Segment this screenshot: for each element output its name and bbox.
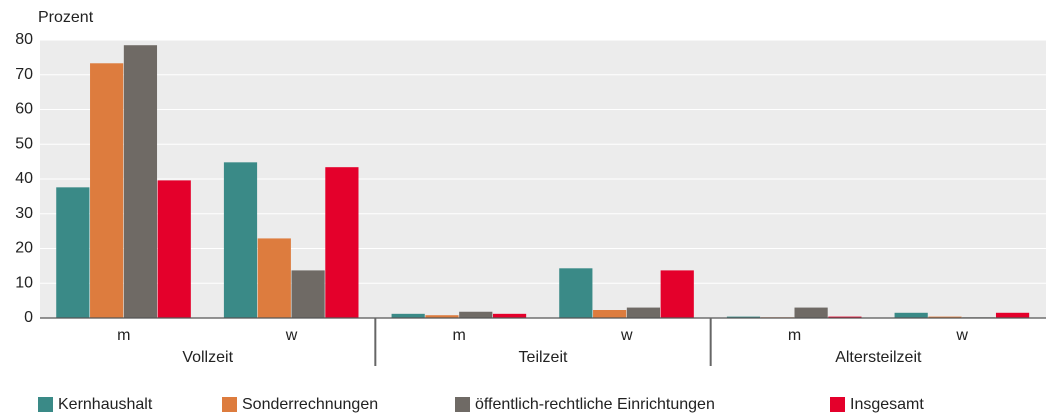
bar — [425, 315, 459, 318]
group-label: Altersteilzeit — [835, 349, 922, 366]
y-tick-label: 60 — [15, 101, 33, 118]
bar — [56, 187, 90, 318]
y-tick-label: 40 — [15, 170, 33, 187]
bar — [593, 310, 627, 318]
bar — [995, 312, 1030, 318]
legend-label: Insgesamt — [850, 396, 924, 413]
legend-swatch — [222, 397, 237, 412]
bar — [492, 313, 527, 318]
y-tick-label: 80 — [15, 31, 33, 48]
bar — [660, 270, 694, 318]
bar — [391, 313, 425, 318]
bar — [123, 45, 158, 319]
x-tick-label: m — [117, 327, 130, 344]
bar — [828, 316, 862, 318]
y-axis-label: Prozent — [38, 9, 94, 26]
y-tick-label: 0 — [24, 309, 33, 326]
group-label: Vollzeit — [182, 349, 233, 366]
y-tick-label: 10 — [15, 274, 33, 291]
legend-label: Sonderrechnungen — [242, 396, 378, 413]
bar — [157, 180, 191, 318]
bar — [459, 311, 493, 318]
y-tick-label: 20 — [15, 240, 33, 257]
legend-swatch — [38, 397, 53, 412]
y-tick-label: 70 — [15, 66, 33, 83]
bar — [928, 316, 962, 318]
group-label: Teilzeit — [519, 349, 568, 366]
x-tick-label: m — [453, 327, 466, 344]
bar — [291, 270, 325, 318]
legend-swatch — [830, 397, 845, 412]
bar — [559, 268, 593, 318]
bar — [626, 307, 661, 318]
x-tick-label: w — [620, 327, 633, 344]
bar — [223, 162, 258, 318]
bar — [894, 312, 928, 318]
legend-label: Kernhaushalt — [58, 396, 153, 413]
x-tick-label: w — [285, 327, 298, 344]
bar — [794, 307, 828, 318]
y-tick-label: 30 — [15, 205, 33, 222]
bar — [726, 316, 761, 318]
bar — [325, 167, 359, 318]
legend-label: öffentlich-rechtliche Einrichtungen — [475, 396, 715, 413]
legend-swatch — [455, 397, 470, 412]
y-tick-label: 50 — [15, 135, 33, 152]
bar — [90, 63, 124, 318]
x-tick-label: m — [788, 327, 801, 344]
x-tick-label: w — [955, 327, 968, 344]
bar — [257, 238, 291, 318]
